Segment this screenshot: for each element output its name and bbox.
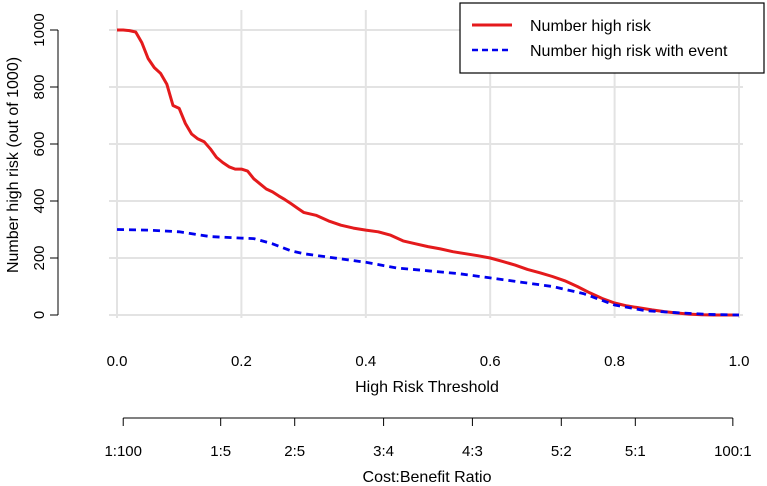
legend: Number high risk Number high risk with e…: [459, 2, 765, 74]
x-tick-label: 0.8: [604, 353, 625, 370]
secondary-tick-label: 2:5: [284, 443, 305, 460]
legend-label-high-risk: Number high risk: [530, 18, 652, 35]
y-tick-label: 0: [31, 311, 48, 319]
secondary-tick-label: 3:4: [373, 443, 394, 460]
series-line-with-event: [116, 228, 740, 317]
x-tick-label: 0.4: [355, 353, 376, 370]
series-line-high-risk: [117, 28, 739, 317]
y-tick-label: 400: [31, 188, 48, 213]
secondary-tick-label: 1:100: [104, 443, 142, 460]
series-lines: [116, 28, 740, 317]
y-tick-label: 200: [31, 245, 48, 270]
secondary-tick-label: 100:1: [714, 443, 752, 460]
cost-benefit-axis: 1:100 1:5 2:5 3:4 4:3 5:2 5:1 100:1: [104, 417, 752, 460]
x-axis: 0.0 0.2 0.4 0.6 0.8 1.0: [107, 353, 750, 370]
x-tick-label: 0.2: [231, 353, 252, 370]
x-tick-label: 0.0: [107, 353, 128, 370]
secondary-tick-label: 1:5: [210, 443, 231, 460]
secondary-tick-label: 4:3: [462, 443, 483, 460]
legend-box: [459, 2, 765, 74]
x-tick-label: 1.0: [729, 353, 750, 370]
y-axis-label: Number high risk (out of 1000): [5, 57, 22, 273]
y-axis: 0 200 400 600 800 1000: [31, 13, 59, 319]
y-tick-label: 600: [31, 131, 48, 156]
x-tick-label: 0.6: [480, 353, 501, 370]
y-tick-label: 800: [31, 74, 48, 99]
secondary-axis-label: Cost:Benefit Ratio: [363, 469, 492, 486]
x-axis-label: High Risk Threshold: [355, 379, 499, 396]
legend-label-with-event: Number high risk with event: [530, 43, 728, 60]
y-tick-label: 1000: [31, 13, 48, 46]
secondary-tick-label: 5:1: [625, 443, 646, 460]
secondary-tick-label: 5:2: [551, 443, 572, 460]
